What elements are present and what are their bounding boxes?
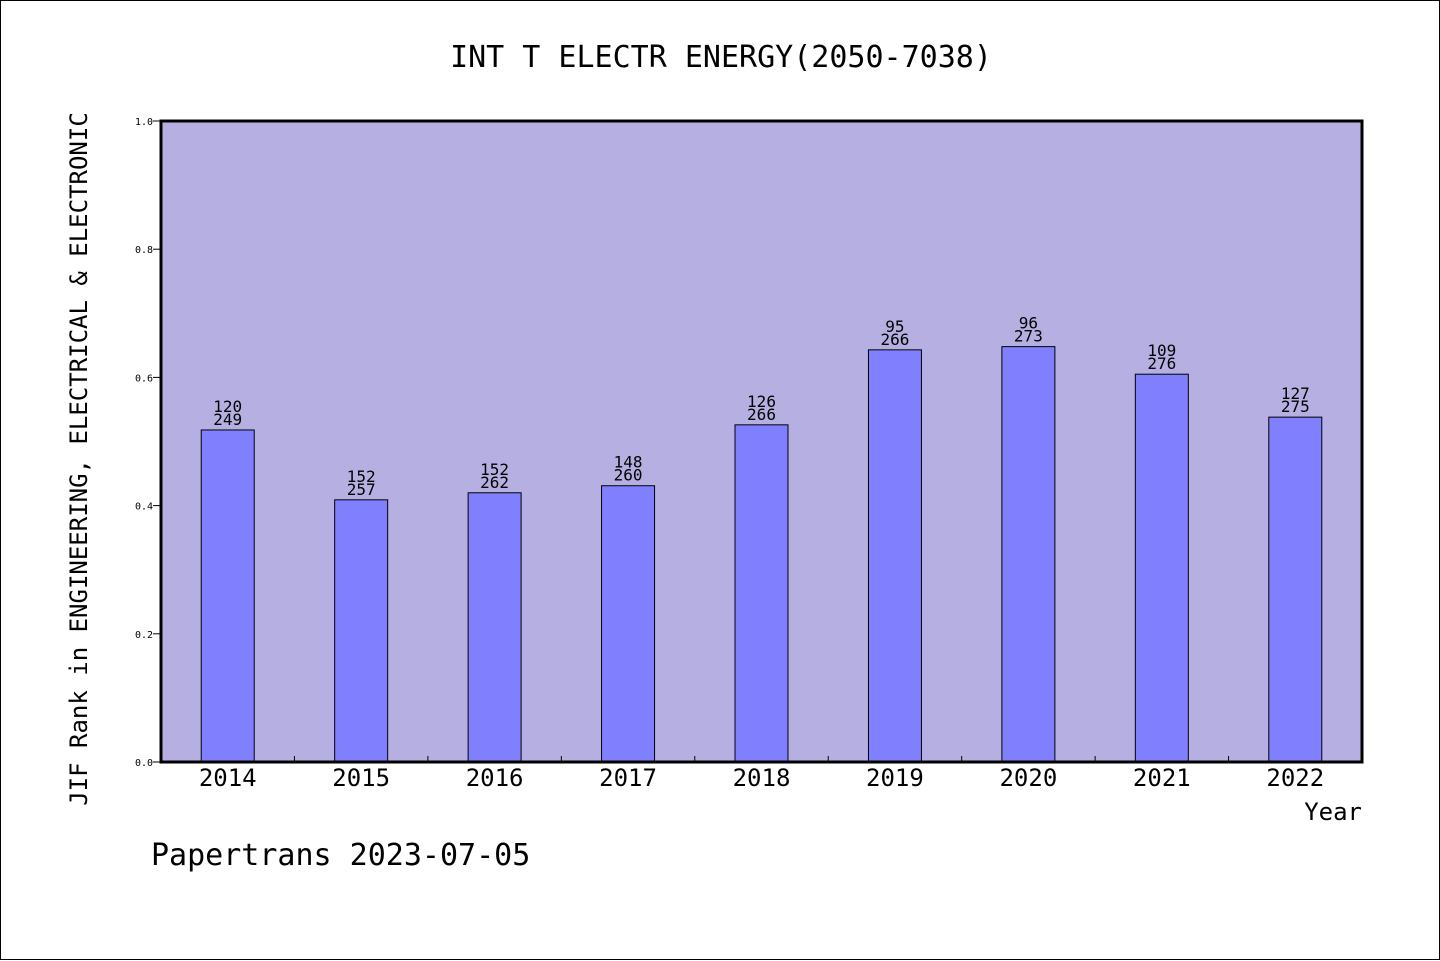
y-tick-label: 0.2 <box>135 630 153 641</box>
plot-border <box>159 119 1364 764</box>
bar-2022 <box>1268 416 1323 763</box>
bar-rank-label: 120 <box>213 397 242 416</box>
x-axis-ticks: 2014 2015 2016 2017 2018 2019 2020 2021 2022 <box>199 756 1324 792</box>
bar-2021 <box>1134 373 1189 763</box>
bars-group: 1202491522571522621482601262669526696273… <box>200 314 1323 763</box>
bar-2014 <box>200 429 255 763</box>
bar-total-label: 276 <box>1147 354 1176 373</box>
bar-rank-label: 109 <box>1147 341 1176 360</box>
bar-total-label: 262 <box>480 473 509 492</box>
bar-total-label: 273 <box>1014 327 1043 346</box>
bar-rank-label: 95 <box>885 317 904 336</box>
x-tick-label: 2021 <box>1133 764 1191 792</box>
y-tick-label: 1.0 <box>135 117 153 128</box>
bar-2016 <box>467 492 522 763</box>
bar-rank-label: 126 <box>747 392 776 411</box>
y-tick-label: 0.6 <box>135 373 153 384</box>
y-tick-label: 0.0 <box>135 758 153 769</box>
x-tick-label: 2017 <box>599 764 657 792</box>
y-axis-ticks: 0.0 0.2 0.4 0.6 0.8 1.0 <box>135 117 161 769</box>
x-tick-label: 2020 <box>999 764 1057 792</box>
x-tick-label: 2022 <box>1266 764 1324 792</box>
bar-2018 <box>734 424 789 763</box>
x-tick-label: 2019 <box>866 764 924 792</box>
bar-rank-label: 152 <box>480 460 509 479</box>
bar-rank-label: 152 <box>347 467 376 486</box>
x-tick-label: 2014 <box>199 764 257 792</box>
x-tick-label: 2015 <box>332 764 390 792</box>
x-tick-label: 2018 <box>733 764 791 792</box>
bar-2019 <box>867 349 922 763</box>
bar-total-label: 249 <box>213 410 242 429</box>
bar-total-label: 266 <box>747 405 776 424</box>
y-tick-label: 0.8 <box>135 245 153 256</box>
bar-rank-label: 96 <box>1019 314 1038 333</box>
bar-2017 <box>601 485 656 763</box>
chart-title: INT T ELECTR ENERGY(2050-7038) <box>450 40 992 75</box>
x-tick-label: 2016 <box>466 764 524 792</box>
x-axis-label: Year <box>1304 798 1362 826</box>
bar-total-label: 260 <box>614 466 643 485</box>
bar-rank-label: 127 <box>1281 384 1310 403</box>
y-axis-label: JIF Rank in ENGINEERING, ELECTRICAL & EL… <box>65 112 93 806</box>
bar-total-label: 257 <box>347 480 376 499</box>
y-tick-label: 0.4 <box>135 502 153 513</box>
bar-rank-label: 148 <box>614 453 643 472</box>
footer-watermark: Papertrans 2023-07-05 <box>151 838 530 873</box>
bar-2020 <box>1001 346 1056 763</box>
bar-total-label: 266 <box>880 330 909 349</box>
bar-2015 <box>334 499 389 763</box>
bar-total-label: 275 <box>1281 397 1310 416</box>
